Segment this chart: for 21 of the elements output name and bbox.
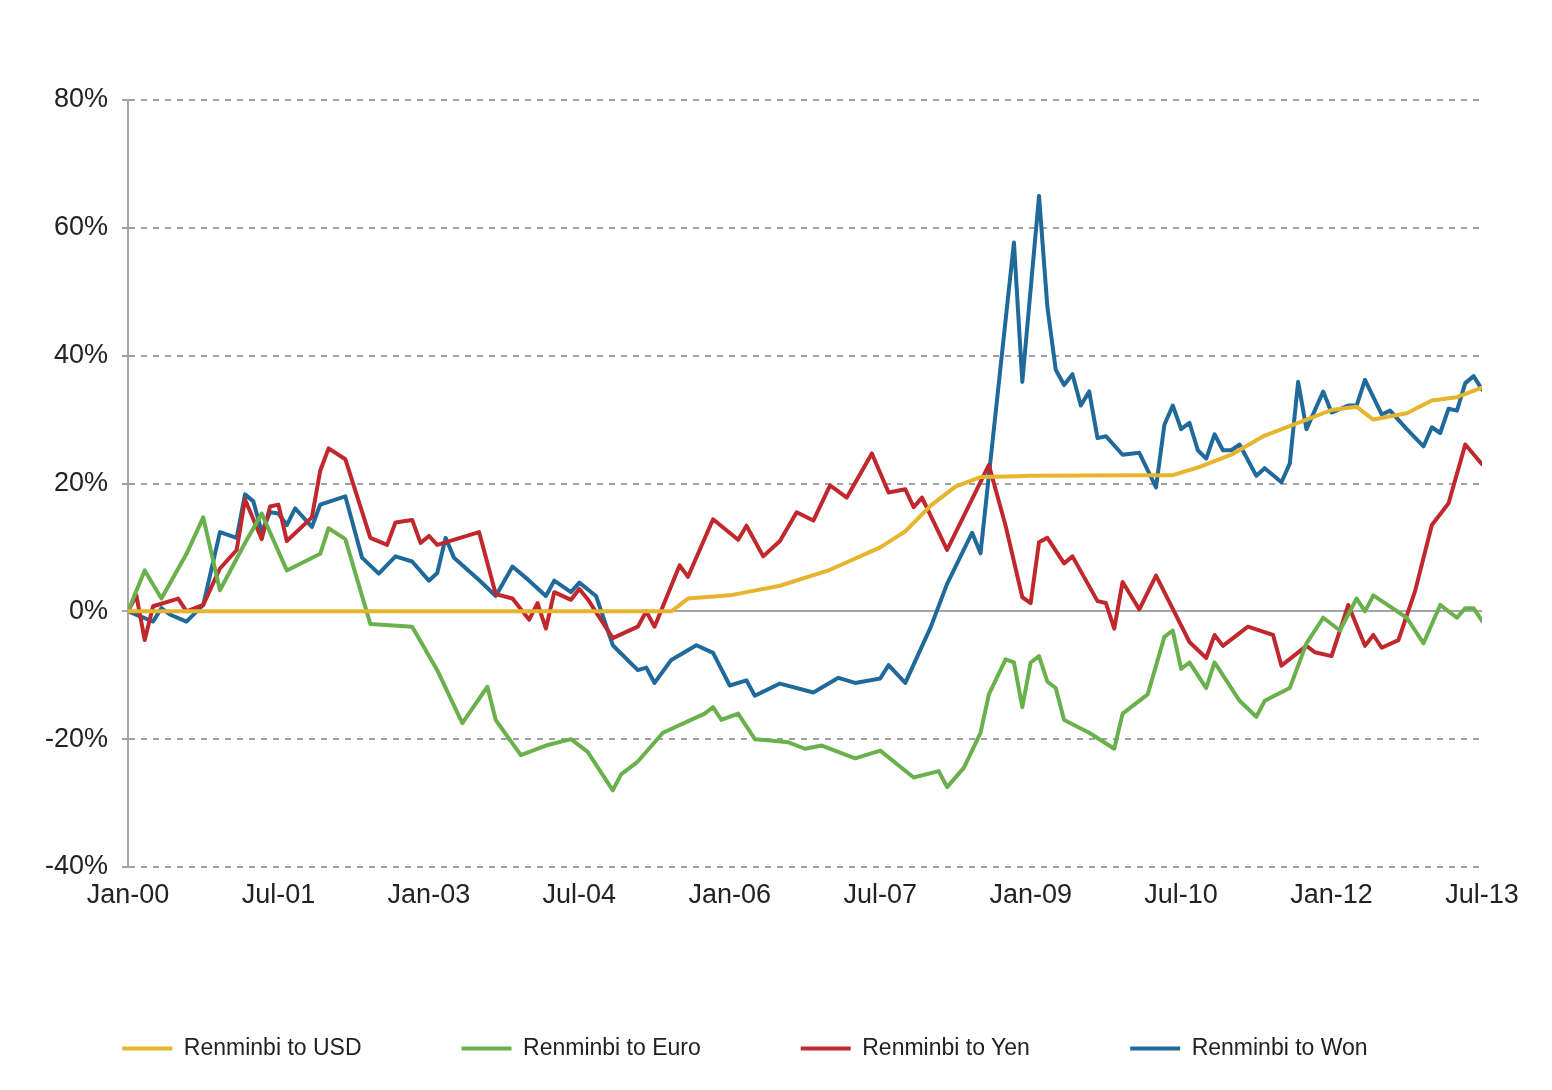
x-tick-label: Jan-00 (86, 878, 170, 909)
x-tick-label: Jul-01 (241, 878, 316, 909)
legend-label: Renminbi to Won (1191, 1033, 1368, 1060)
y-tick-label: 20% (53, 466, 108, 497)
legend-label: Renminbi to Yen (862, 1033, 1030, 1060)
x-tick-label: Jan-06 (688, 878, 772, 909)
x-tick-label: Jul-10 (1144, 878, 1218, 909)
y-tick-label: -20% (44, 722, 108, 753)
y-tick-label: 0% (68, 594, 108, 625)
y-tick-label: -40% (44, 850, 108, 881)
y-tick-label: 40% (53, 339, 108, 370)
legend-label: Renminbi to USD (183, 1033, 362, 1060)
y-tick-label: 80% (53, 83, 108, 114)
x-tick-label: Jul-13 (1445, 878, 1519, 909)
x-tick-label: Jan-09 (989, 878, 1072, 909)
x-tick-label: Jul-04 (542, 878, 617, 909)
x-tick-label: Jan-12 (1290, 878, 1373, 909)
x-tick-label: Jan-03 (387, 878, 471, 909)
x-tick-label: Jul-07 (843, 878, 917, 909)
y-tick-label: 60% (53, 211, 108, 242)
legend-label: Renminbi to Euro (523, 1033, 701, 1060)
